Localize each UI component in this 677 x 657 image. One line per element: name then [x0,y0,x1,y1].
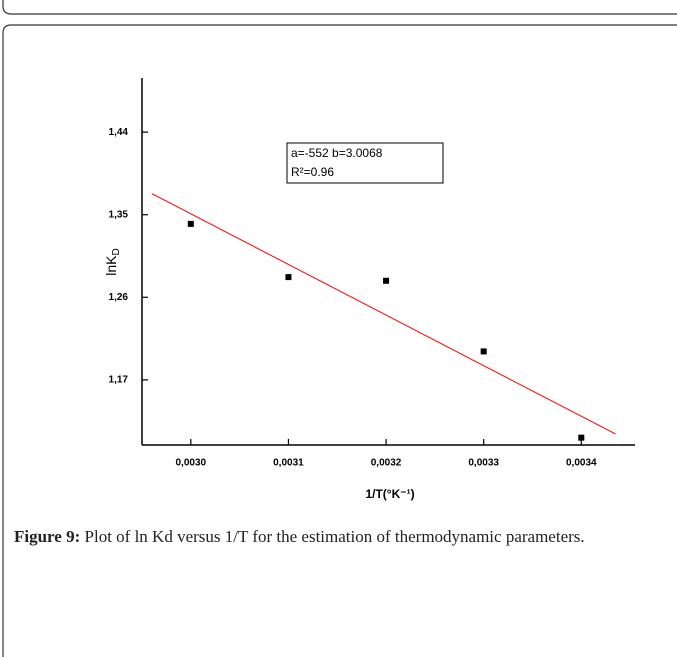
point [480,348,487,355]
y-tick-label: 1,44 [109,127,129,138]
y-axis-label-group: lnKD [103,248,122,275]
annotation: R²=0.96 [291,165,334,179]
y-tick-label: 1,35 [109,209,129,220]
point [383,277,390,284]
figure-box [2,24,677,657]
previous-box [2,0,677,15]
point [285,274,292,281]
x-tick-label: 0,0034 [566,458,597,469]
y-axis-label-main: lnK [103,255,119,276]
point [187,220,194,227]
x-tick-label: 0,0032 [371,458,402,469]
y-tick-label: 1,26 [109,292,129,303]
y-axis-label: lnKD [103,248,122,275]
point [578,434,585,441]
y-tick-label: 1,17 [109,374,129,385]
annotation: a=-552 b=3.0068 [291,146,383,160]
x-tick-label: 0,0031 [273,458,304,469]
caption-text: Plot of ln Kd versus 1/T for the estimat… [84,527,585,546]
caption-label: Figure 9: [14,527,81,546]
annotation-box [286,142,444,184]
y-axis-label-sub: D [111,248,122,255]
x-tick-label: 0,0033 [468,458,499,469]
caption: Figure 9: Plot of ln Kd versus 1/T for t… [14,522,663,551]
x-axis-label: 1/T(°K⁻¹) [365,487,414,501]
fit-line [151,193,616,435]
x-tick-label: 0,0030 [176,458,207,469]
